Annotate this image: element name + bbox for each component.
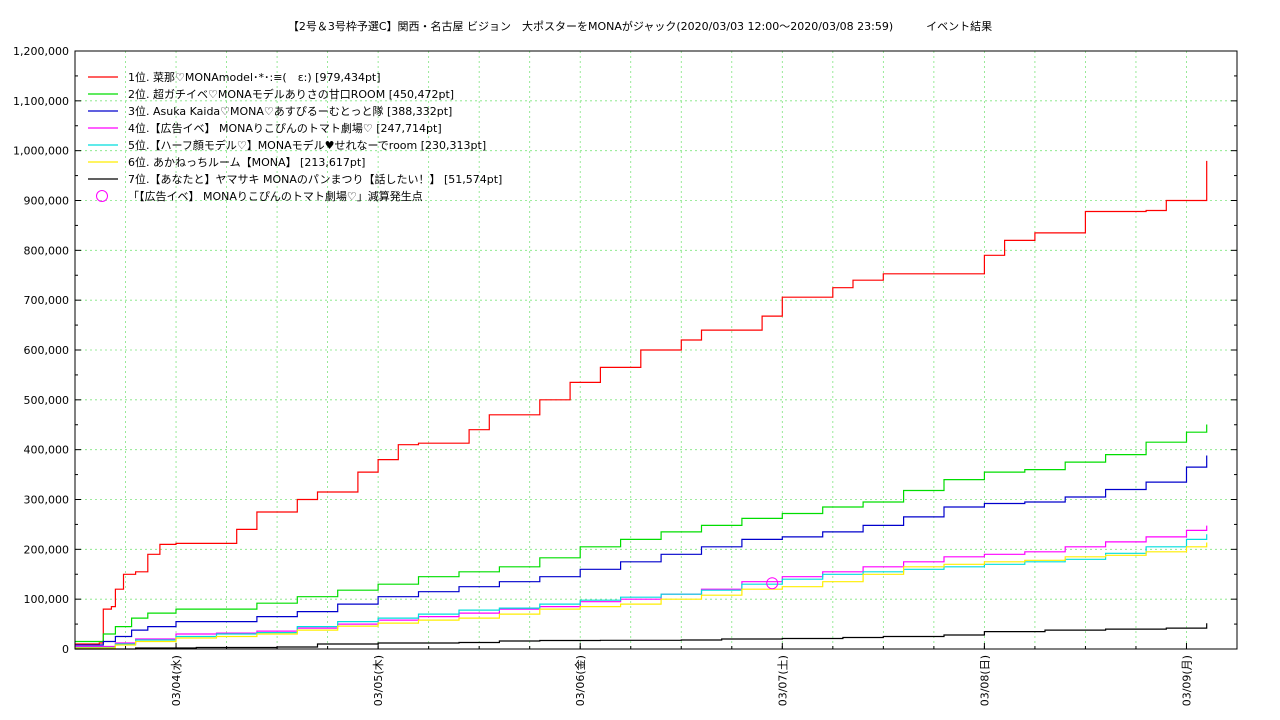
y-tick-label: 200,000 <box>24 543 70 556</box>
deduction-marker <box>766 577 779 590</box>
chart-title: 【2号＆3号枠予選C】関西・名古屋 ビジョン 大ポスターをMONAがジャック(2… <box>287 20 993 33</box>
series-line-5 <box>75 534 1208 649</box>
x-tick-label: 03/07(土) <box>776 655 789 706</box>
y-tick-label: 300,000 <box>24 494 70 507</box>
x-tick-label: 03/09(月) <box>1180 655 1193 706</box>
y-tick-label: 0 <box>62 643 69 656</box>
series-line-6 <box>75 542 1208 649</box>
legend-label: 7位.【あなたと】ヤマサキ MONAのパンまつり【話したい！】 [51,574p… <box>128 172 502 186</box>
y-tick-label: 900,000 <box>24 195 70 208</box>
series-line-3 <box>75 455 1208 646</box>
y-tick-label: 1,000,000 <box>13 145 69 158</box>
x-tick-label: 03/05(木) <box>372 655 385 706</box>
y-tick-label: 700,000 <box>24 294 70 307</box>
legend-label: 3位. Asuka Kaida♡MONA♡あすぴるーむとっと隊 [388,332… <box>128 104 452 118</box>
y-tick-label: 100,000 <box>24 593 70 606</box>
y-tick-label: 600,000 <box>24 344 70 357</box>
legend: 1位. 菜那♡MONAmodel･*･:≡( ε:) [979,434pt] 2位… <box>88 70 502 203</box>
y-tick-label: 400,000 <box>24 444 70 457</box>
y-tick-label: 1,200,000 <box>13 45 69 58</box>
legend-label: 「【広告イベ】 MONAりこぴんのトマト劇場♡」減算発生点 <box>128 189 423 203</box>
x-tick-label: 03/04(水) <box>170 655 183 706</box>
legend-label: 2位. 超ガチイベ♡MONAモデルありさの甘口ROOM [450,472pt] <box>128 87 454 101</box>
legend-marker-icon <box>96 190 108 202</box>
y-axis: 0 100,000 200,000 300,000 400,000 500,000 600,… <box>13 45 1237 656</box>
series-line-4 <box>75 525 1208 648</box>
legend-label: 1位. 菜那♡MONAmodel･*･:≡( ε:) [979,434pt] <box>128 70 381 84</box>
x-axis: 03/04(水) 03/05(木) 03/06(金) 03/07(土) 03/08(日)… <box>125 643 1193 706</box>
series-lines <box>75 160 1208 650</box>
y-tick-label: 1,100,000 <box>13 95 69 108</box>
legend-label: 4位.【広告イベ】 MONAりこぴんのトマト劇場♡ [247,714pt] <box>128 121 442 135</box>
x-tick-label: 03/06(金) <box>573 655 587 706</box>
y-tick-label: 500,000 <box>24 394 70 407</box>
marker-points <box>766 577 779 590</box>
legend-label: 5位.【ハーフ顔モデル♡】MONAモデル♥せれなーでroom [230,313p… <box>128 138 486 152</box>
y-tick-label: 800,000 <box>24 244 70 257</box>
series-line-1 <box>75 160 1208 645</box>
x-tick-label: 03/08(日) <box>978 655 991 706</box>
series-line-2 <box>75 424 1208 643</box>
legend-label: 6位. あかねっちルーム【MONA】 [213,617pt] <box>128 155 365 169</box>
